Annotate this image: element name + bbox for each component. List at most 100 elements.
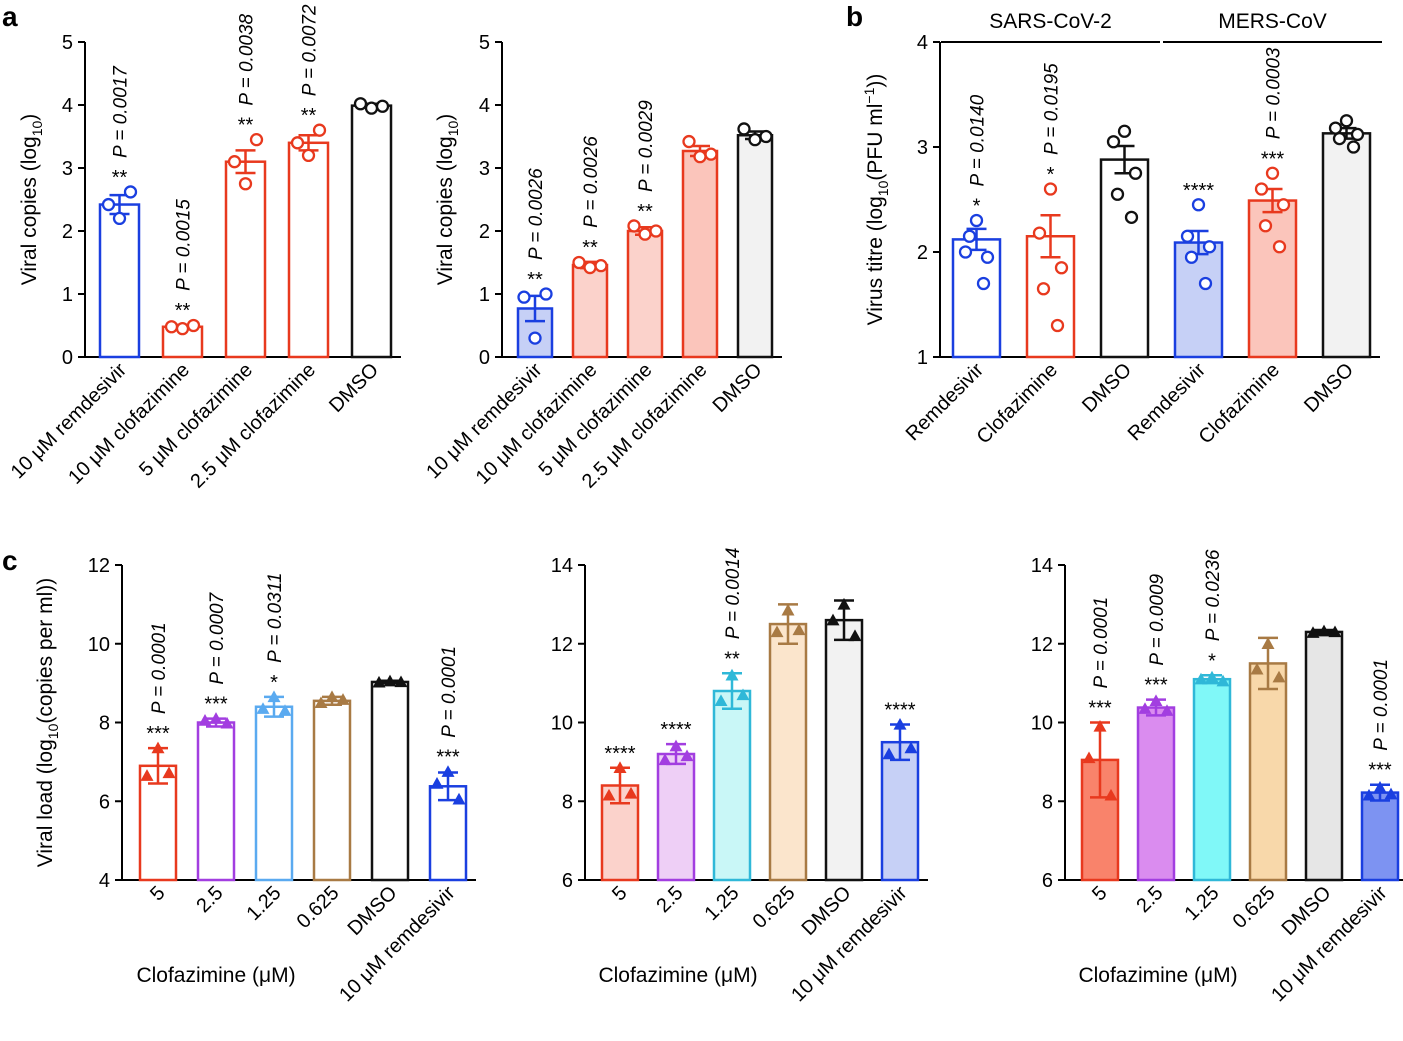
significance-stars: ***	[1088, 698, 1112, 720]
bar	[1360, 791, 1400, 882]
y-tick-label: 0	[62, 347, 73, 369]
chart-c-middle: 6 8 10 12 14 Clofazimine (μM) **** 5 **** 2.5 ** P …	[551, 548, 928, 1006]
y-axis-label-part: Viral copies (log	[434, 136, 457, 285]
data-point	[781, 603, 795, 616]
data-point	[164, 320, 179, 334]
data-point	[1362, 788, 1376, 801]
y-tick-label: 4	[99, 870, 110, 892]
y-tick-label: 8	[1042, 791, 1053, 813]
y-axis-label-subscript: 10	[45, 723, 61, 739]
group-label: SARS-CoV-2	[989, 10, 1112, 33]
significance-stars: **	[238, 115, 254, 137]
significance-stars: ***	[1368, 760, 1392, 782]
data-point	[1328, 121, 1343, 135]
x-tick-label: DMSO	[1300, 359, 1358, 417]
bar	[254, 705, 294, 882]
chart-a-right: 0 1 2 3 4 5 Viral copies (log10) ** P = 0.0026 10…	[422, 32, 782, 493]
significance-stars: *	[1208, 650, 1216, 672]
y-tick-label: 0	[479, 347, 490, 369]
data-point	[1149, 694, 1163, 707]
data-point	[736, 688, 750, 701]
x-tick-label: 2.5 μM clofazimine	[186, 359, 320, 493]
x-tick-label: 1.25	[242, 882, 285, 925]
data-point	[1160, 704, 1174, 716]
data-point	[394, 675, 408, 688]
data-point	[1254, 182, 1269, 196]
y-tick-label: 3	[917, 137, 928, 159]
panel-label-c: c	[2, 545, 18, 576]
data-point	[249, 132, 264, 147]
y-tick-label: 6	[99, 791, 110, 813]
data-point	[238, 177, 253, 191]
x-tick-label: Clofazimine	[973, 359, 1062, 448]
y-tick-label: 12	[88, 555, 110, 577]
data-point	[837, 597, 851, 610]
data-point	[1272, 670, 1286, 683]
data-point	[1258, 219, 1273, 233]
p-value-label: P = 0.0014	[723, 548, 744, 640]
data-point	[572, 255, 586, 270]
x-tick-label: 10 μM clofazimine	[64, 359, 194, 489]
y-tick-label: 8	[562, 791, 573, 813]
data-point	[1054, 261, 1069, 275]
data-point	[209, 712, 223, 724]
data-point	[682, 134, 696, 149]
data-point	[112, 211, 127, 226]
bar	[736, 133, 774, 359]
x-tick-label: 1.25	[1180, 882, 1223, 925]
bar	[880, 740, 920, 882]
data-point	[759, 129, 773, 144]
data-point	[336, 693, 350, 705]
y-tick-label: 12	[1031, 634, 1053, 656]
data-point	[1205, 670, 1219, 683]
y-tick-label: 6	[562, 870, 573, 892]
x-tick-label: 10 μM remdesivir	[7, 359, 132, 484]
bar	[138, 764, 178, 882]
bar	[287, 141, 330, 359]
data-point	[980, 250, 995, 264]
y-axis-label: Viral copies (log10)	[434, 114, 461, 286]
data-point	[198, 714, 212, 726]
p-value-label: P = 0.0015	[174, 199, 195, 291]
data-point	[1128, 166, 1143, 180]
data-point	[151, 741, 165, 754]
data-point	[325, 690, 339, 703]
data-point	[528, 331, 542, 345]
data-point	[602, 788, 616, 801]
y-tick-label: 4	[479, 95, 490, 117]
data-point	[649, 224, 663, 238]
y-tick-label: 5	[62, 32, 73, 54]
data-point	[290, 136, 305, 150]
data-point	[882, 747, 896, 760]
x-tick-label: 2.5	[1132, 882, 1167, 917]
data-point	[1317, 624, 1331, 637]
y-tick-label: 14	[551, 555, 573, 577]
bar	[1321, 132, 1372, 359]
p-value-label: P = 0.0072	[300, 4, 321, 96]
data-point	[1250, 662, 1264, 675]
significance-stars: ***	[146, 723, 170, 745]
significance-stars: *	[270, 672, 278, 694]
significance-stars: ****	[660, 719, 691, 741]
y-axis-label-part: Viral copies (log	[18, 136, 41, 285]
bar	[1247, 199, 1298, 359]
p-value-label: P = 0.0026	[526, 168, 547, 260]
data-point	[958, 245, 973, 259]
y-axis-label-part: )	[18, 114, 41, 121]
x-tick-label: DMSO	[1078, 359, 1136, 417]
significance-stars: *	[1047, 164, 1055, 186]
x-tick-label: 0.625	[293, 882, 344, 933]
p-value-label: P = 0.0001	[1091, 597, 1112, 689]
data-point	[1036, 282, 1051, 296]
p-value-label: P = 0.0001	[149, 622, 170, 714]
panel-label-b: b	[846, 1, 863, 32]
data-point	[1373, 780, 1387, 793]
p-value-label: P = 0.0029	[636, 100, 657, 192]
x-tick-label: 5	[146, 882, 169, 905]
y-tick-label: 1	[479, 284, 490, 306]
data-point	[1272, 240, 1287, 254]
y-tick-label: 8	[99, 713, 110, 735]
significance-stars: **	[724, 648, 740, 670]
data-point	[1202, 240, 1217, 254]
